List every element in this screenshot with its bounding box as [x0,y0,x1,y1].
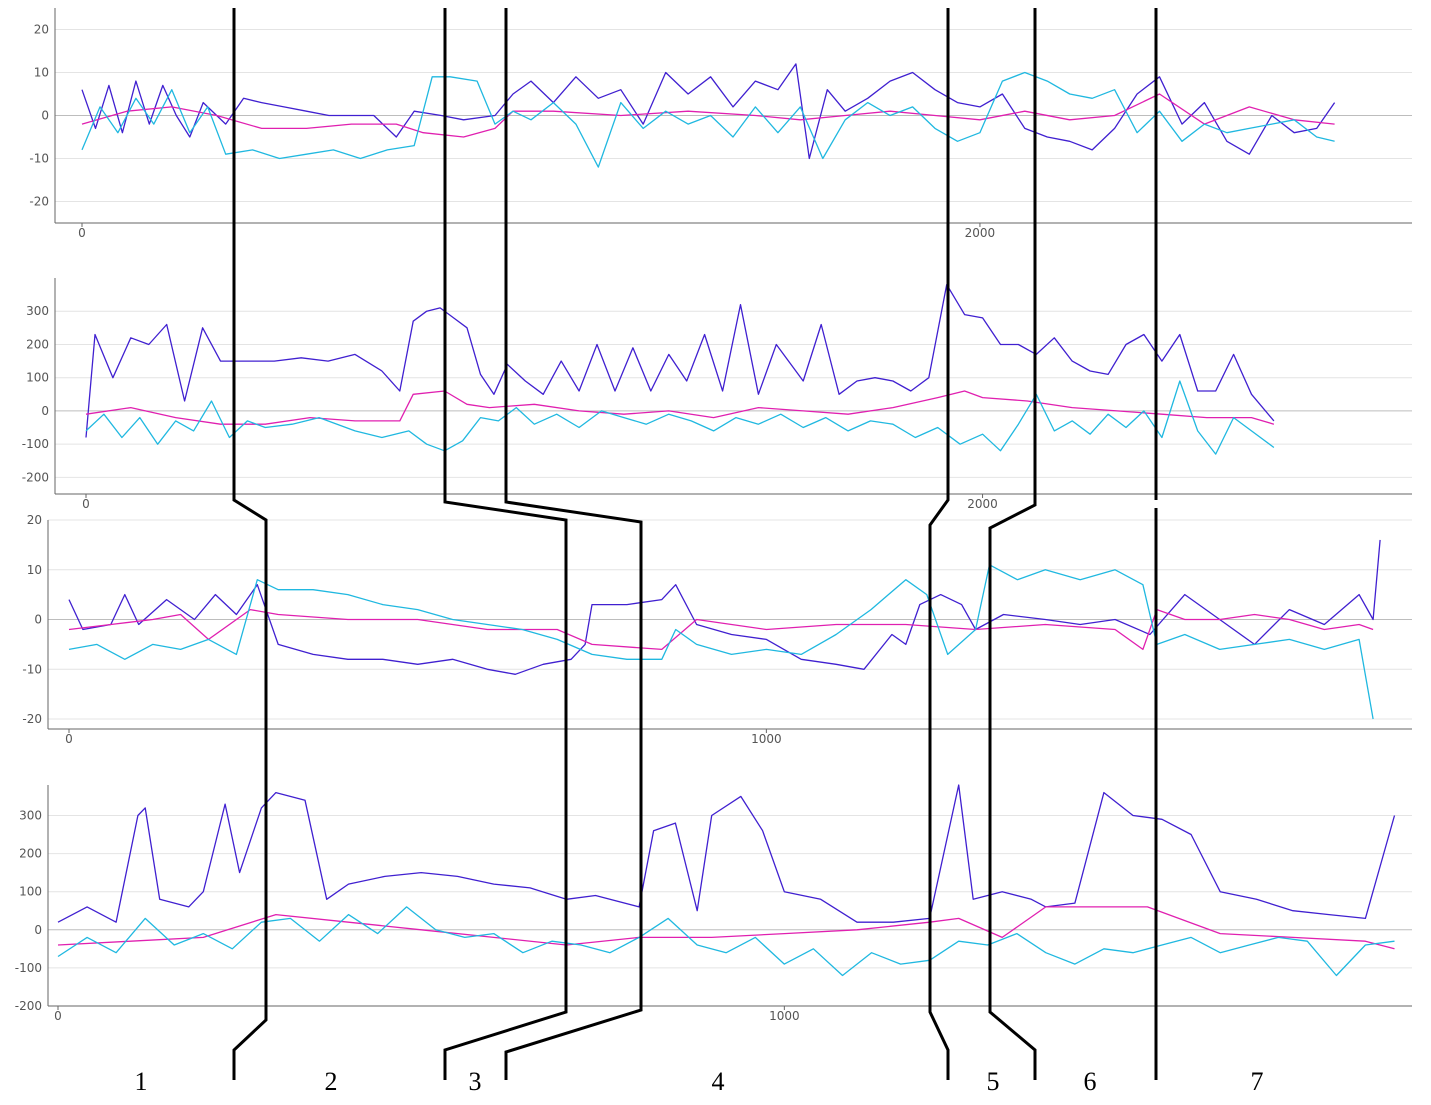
series-line-1 [57,784,1396,923]
series-line-3 [85,380,1275,455]
y-tick-label: -200 [15,999,42,1013]
y-tick-label: 0 [34,923,42,937]
series-line-1 [68,539,1381,675]
y-tick-label: 20 [34,23,49,37]
y-tick-label: -20 [22,712,42,726]
series-line-3 [68,564,1374,720]
y-tick-label: 200 [26,337,49,351]
x-tick-label: 1000 [769,1009,800,1023]
y-tick-label: -100 [15,961,42,975]
y-tick-label: -100 [22,437,49,451]
chart-panel-3: -20 -10 0 10 20 0 1000 [22,513,1412,746]
series-line-2 [81,93,1335,138]
segment-separator [504,8,643,1080]
x-tick-label: 1000 [751,732,782,746]
segment-label: 6 [1084,1067,1097,1096]
y-tick-label: 20 [27,513,42,527]
y-tick-label: 100 [26,371,49,385]
segment-separator [443,8,568,1080]
y-tick-label: -200 [22,470,49,484]
chart-panel-4: -200 -100 0 100 200 300 0 1000 [15,784,1412,1023]
segment-label: 4 [712,1067,725,1096]
series-line-2 [57,906,1395,950]
y-tick-label: 0 [34,613,42,627]
y-tick-label: 10 [34,66,49,80]
y-tick-label: -10 [22,662,42,676]
chart-panel-1: -20 -10 0 10 20 0 2000 [29,8,1412,240]
series-line-3 [81,71,1335,168]
x-tick-label: 0 [78,226,86,240]
segment-separator [988,8,1037,1080]
x-tick-label: 0 [54,1009,62,1023]
segment-label: 7 [1251,1067,1264,1096]
y-tick-label: -10 [29,152,49,166]
series-line-3 [57,906,1395,977]
y-tick-label: 10 [27,563,42,577]
segment-separator [928,8,950,1080]
y-tick-label: 200 [19,847,42,861]
series-line-2 [68,608,1374,651]
y-tick-label: 300 [19,808,42,822]
x-tick-label: 0 [82,497,90,511]
segment-label: 2 [325,1067,338,1096]
chart-panel-2: -200 -100 0 100 200 300 0 2000 [22,278,1412,511]
x-tick-label: 2000 [965,226,996,240]
y-tick-label: 0 [41,109,49,123]
segment-label: 1 [135,1067,148,1096]
segment-label: 5 [987,1067,1000,1096]
series-line-2 [85,390,1275,425]
x-tick-label: 2000 [967,497,998,511]
x-tick-label: 0 [65,732,73,746]
segment-separators [232,8,1158,1080]
series-line-1 [85,283,1275,438]
y-tick-label: 0 [41,404,49,418]
y-tick-label: -20 [29,195,49,209]
segment-separator [232,8,268,1080]
y-tick-label: 100 [19,885,42,899]
series-line-1 [81,63,1336,160]
segment-label: 3 [469,1067,482,1096]
y-tick-label: 300 [26,304,49,318]
